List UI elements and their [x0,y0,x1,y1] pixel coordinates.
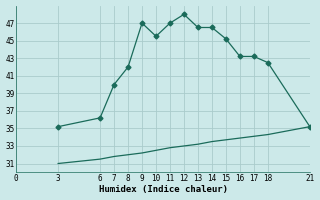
X-axis label: Humidex (Indice chaleur): Humidex (Indice chaleur) [99,185,228,194]
